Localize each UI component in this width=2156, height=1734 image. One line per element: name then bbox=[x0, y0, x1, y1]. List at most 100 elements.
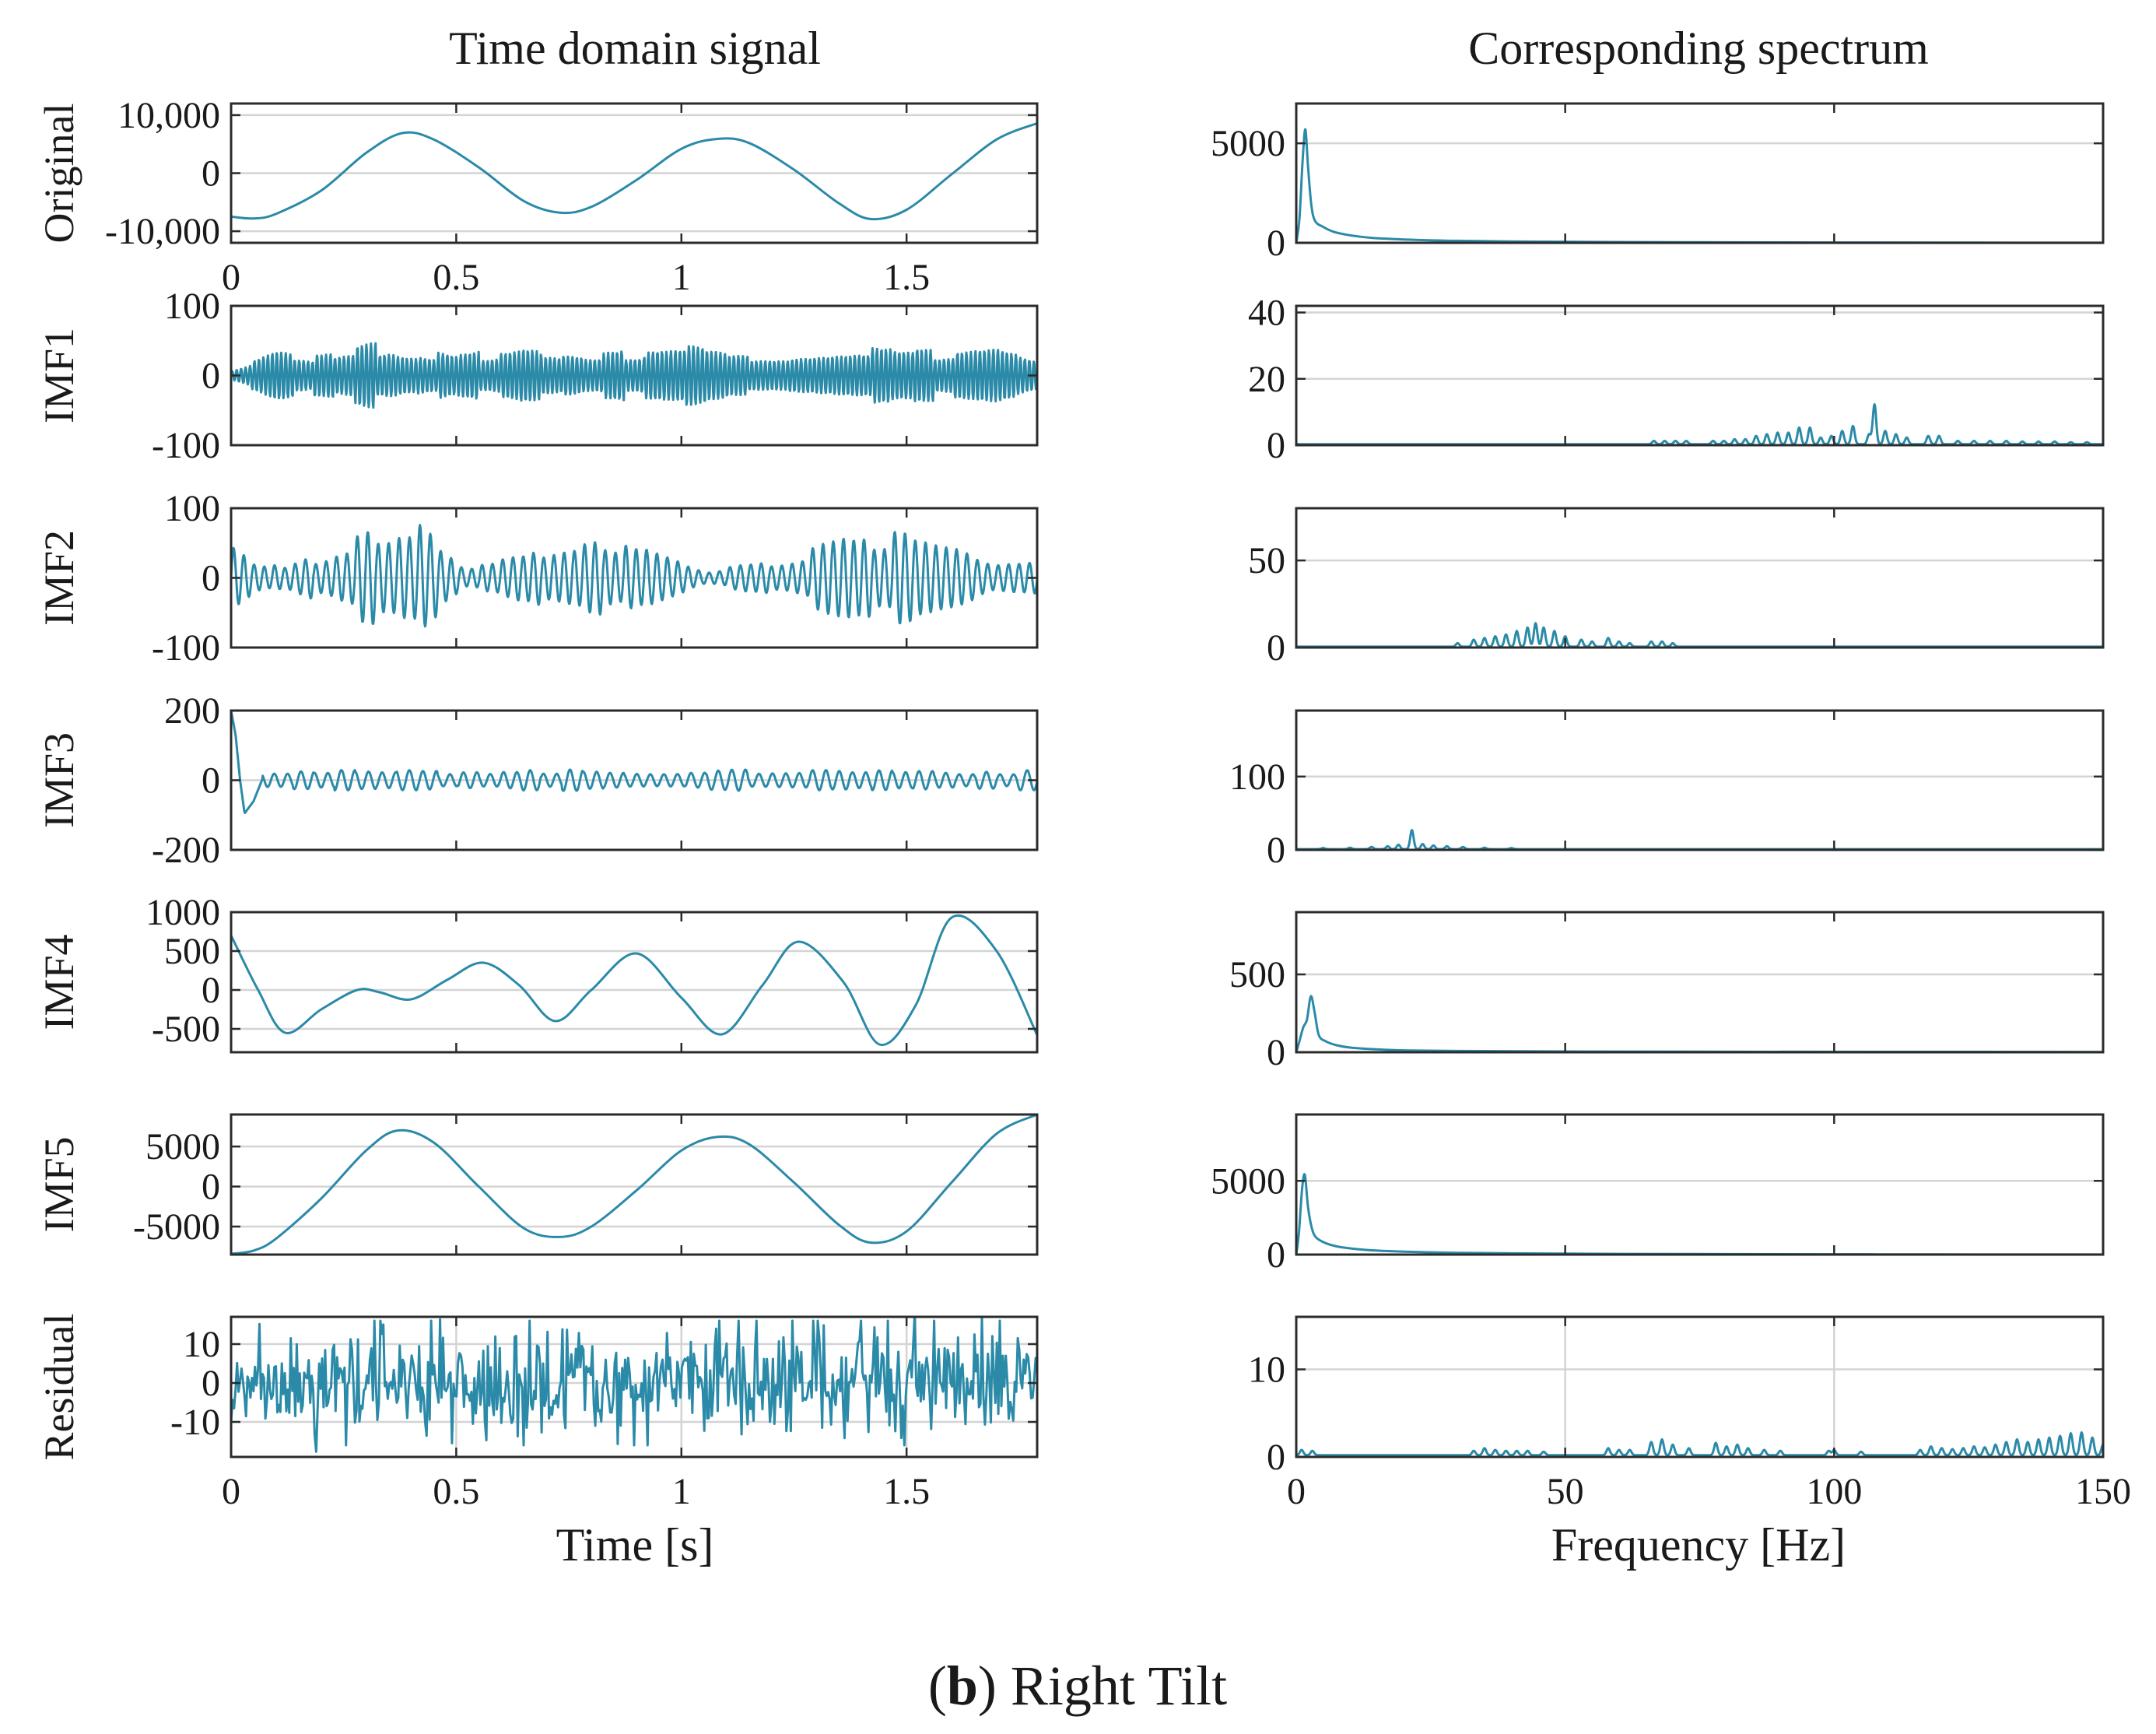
y-tick-label: -200 bbox=[152, 830, 220, 871]
x-tick-label: 0 bbox=[222, 257, 240, 298]
spectrum-row5-trace bbox=[1296, 1173, 2103, 1255]
axes-frame bbox=[1295, 1315, 2105, 1458]
y-tick-label: 100 bbox=[164, 488, 220, 529]
spectrum-row0-trace bbox=[1296, 128, 2103, 243]
y-tick-label: 0 bbox=[202, 1363, 220, 1404]
x-tick-label: 0 bbox=[1287, 1471, 1306, 1512]
spectrum-row6-panel: 1000 50 100 150 bbox=[1248, 1315, 2131, 1512]
x-tick-label: 0.5 bbox=[433, 1471, 479, 1512]
y-tick-label: 500 bbox=[164, 931, 220, 972]
x-tick-label: 0 bbox=[222, 1471, 240, 1512]
y-tick-label: 5000 bbox=[1211, 1160, 1285, 1202]
figure-caption: (b) Right Tilt bbox=[928, 1655, 1227, 1717]
y-tick-label: 100 bbox=[1229, 756, 1285, 798]
axes-frame bbox=[1295, 102, 2105, 244]
y-axis-label: IMF4 bbox=[36, 934, 82, 1030]
spectrum-row1-trace bbox=[1296, 403, 2103, 445]
spectrum-row2-trace bbox=[1296, 622, 2103, 648]
time-imf4-trace bbox=[231, 914, 1037, 1046]
spectrum-row0-panel: 5000 0 bbox=[1211, 102, 2105, 264]
axes-frame bbox=[1295, 709, 2105, 851]
y-tick-label: 10,000 bbox=[117, 95, 220, 136]
y-tick-label: 1000 bbox=[145, 892, 220, 933]
axes-frame bbox=[1295, 507, 2105, 649]
y-axis-label: IMF5 bbox=[36, 1136, 82, 1232]
time-imf2-panel: 100 0 -100 IMF2 bbox=[36, 488, 1039, 669]
frequency-xlabel: Frequency [Hz] bbox=[1551, 1519, 1846, 1571]
y-tick-label: 0 bbox=[202, 970, 220, 1011]
y-axis-label: IMF1 bbox=[36, 328, 82, 423]
time-imf3-trace bbox=[231, 711, 1037, 814]
spectrum-row2-panel: 50 0 bbox=[1248, 507, 2105, 669]
x-tick-label: 1 bbox=[672, 257, 691, 298]
spectrum-row3-panel: 100 0 bbox=[1229, 709, 2105, 871]
spectrum-title: Corresponding spectrum bbox=[1468, 23, 1929, 74]
y-tick-label: -10,000 bbox=[105, 211, 220, 252]
x-tick-label: 1.5 bbox=[883, 257, 930, 298]
y-axis-label: Original bbox=[36, 104, 82, 244]
y-tick-label: -5000 bbox=[133, 1206, 220, 1248]
y-axis-label: IMF2 bbox=[36, 530, 82, 626]
axes-frame bbox=[1295, 1113, 2105, 1256]
y-axis-label: Residual bbox=[36, 1314, 82, 1461]
x-tick-label: 150 bbox=[2075, 1471, 2131, 1512]
y-tick-label: 0 bbox=[1267, 830, 1285, 871]
x-tick-label: 0.5 bbox=[433, 257, 479, 298]
axes-frame bbox=[230, 1315, 1039, 1458]
y-tick-label: -10 bbox=[170, 1402, 220, 1443]
spectrum-row6-trace bbox=[1296, 1431, 2103, 1457]
y-tick-label: 5000 bbox=[1211, 123, 1285, 164]
y-tick-label: 0 bbox=[1267, 1437, 1285, 1478]
time-imf1-panel: 100 0 -100 IMF1 bbox=[36, 286, 1039, 466]
y-tick-label: -100 bbox=[152, 627, 220, 669]
axes-frame bbox=[230, 911, 1039, 1054]
y-tick-label: 0 bbox=[202, 153, 220, 195]
axes-frame bbox=[1295, 911, 2105, 1054]
time-imf3-panel: 200 0 -200 IMF3 bbox=[36, 690, 1039, 871]
spectrum-row5-panel: 5000 0 bbox=[1211, 1113, 2105, 1276]
y-tick-label: -500 bbox=[152, 1009, 220, 1050]
y-tick-label: 100 bbox=[164, 286, 220, 327]
time-imf1-trace bbox=[231, 342, 1037, 409]
y-tick-label: 10 bbox=[1248, 1350, 1285, 1391]
y-tick-label: 0 bbox=[1267, 627, 1285, 669]
y-tick-label: 0 bbox=[202, 558, 220, 599]
y-tick-label: 40 bbox=[1248, 293, 1285, 334]
x-tick-label: 100 bbox=[1806, 1471, 1862, 1512]
y-tick-label: 0 bbox=[1267, 1032, 1285, 1073]
time-imf5-trace bbox=[231, 1114, 1037, 1255]
time-residual-trace bbox=[231, 1317, 1037, 1453]
x-tick-label: 50 bbox=[1547, 1471, 1584, 1512]
y-axis-label: IMF3 bbox=[36, 732, 82, 828]
axes-frame bbox=[1295, 304, 2105, 447]
y-tick-label: 0 bbox=[1267, 223, 1285, 264]
spectrum-row4-panel: 500 0 bbox=[1229, 911, 2105, 1073]
y-tick-label: 0 bbox=[202, 356, 220, 397]
y-tick-label: 0 bbox=[202, 760, 220, 802]
spectrum-row4-trace bbox=[1296, 995, 2103, 1052]
time-domain-title: Time domain signal bbox=[449, 23, 821, 74]
time-imf2-trace bbox=[231, 524, 1037, 628]
x-tick-label: 1 bbox=[672, 1471, 691, 1512]
y-tick-label: 0 bbox=[202, 1167, 220, 1208]
caption-letter: b bbox=[947, 1655, 978, 1717]
caption-text: Right Tilt bbox=[1011, 1655, 1227, 1717]
x-tick-label: 1.5 bbox=[883, 1471, 930, 1512]
y-tick-label: 10 bbox=[183, 1324, 220, 1365]
axes-frame bbox=[230, 1113, 1039, 1256]
y-tick-label: 5000 bbox=[145, 1126, 220, 1167]
y-tick-label: 500 bbox=[1229, 954, 1285, 995]
y-tick-label: 20 bbox=[1248, 359, 1285, 400]
spectrum-row1-panel: 40 20 0 bbox=[1248, 293, 2105, 466]
y-tick-label: -100 bbox=[152, 425, 220, 466]
y-tick-label: 200 bbox=[164, 690, 220, 732]
time-xlabel: Time [s] bbox=[556, 1519, 714, 1571]
y-tick-label: 0 bbox=[1267, 1234, 1285, 1276]
time-original-trace bbox=[231, 121, 1037, 221]
y-tick-label: 0 bbox=[1267, 425, 1285, 466]
